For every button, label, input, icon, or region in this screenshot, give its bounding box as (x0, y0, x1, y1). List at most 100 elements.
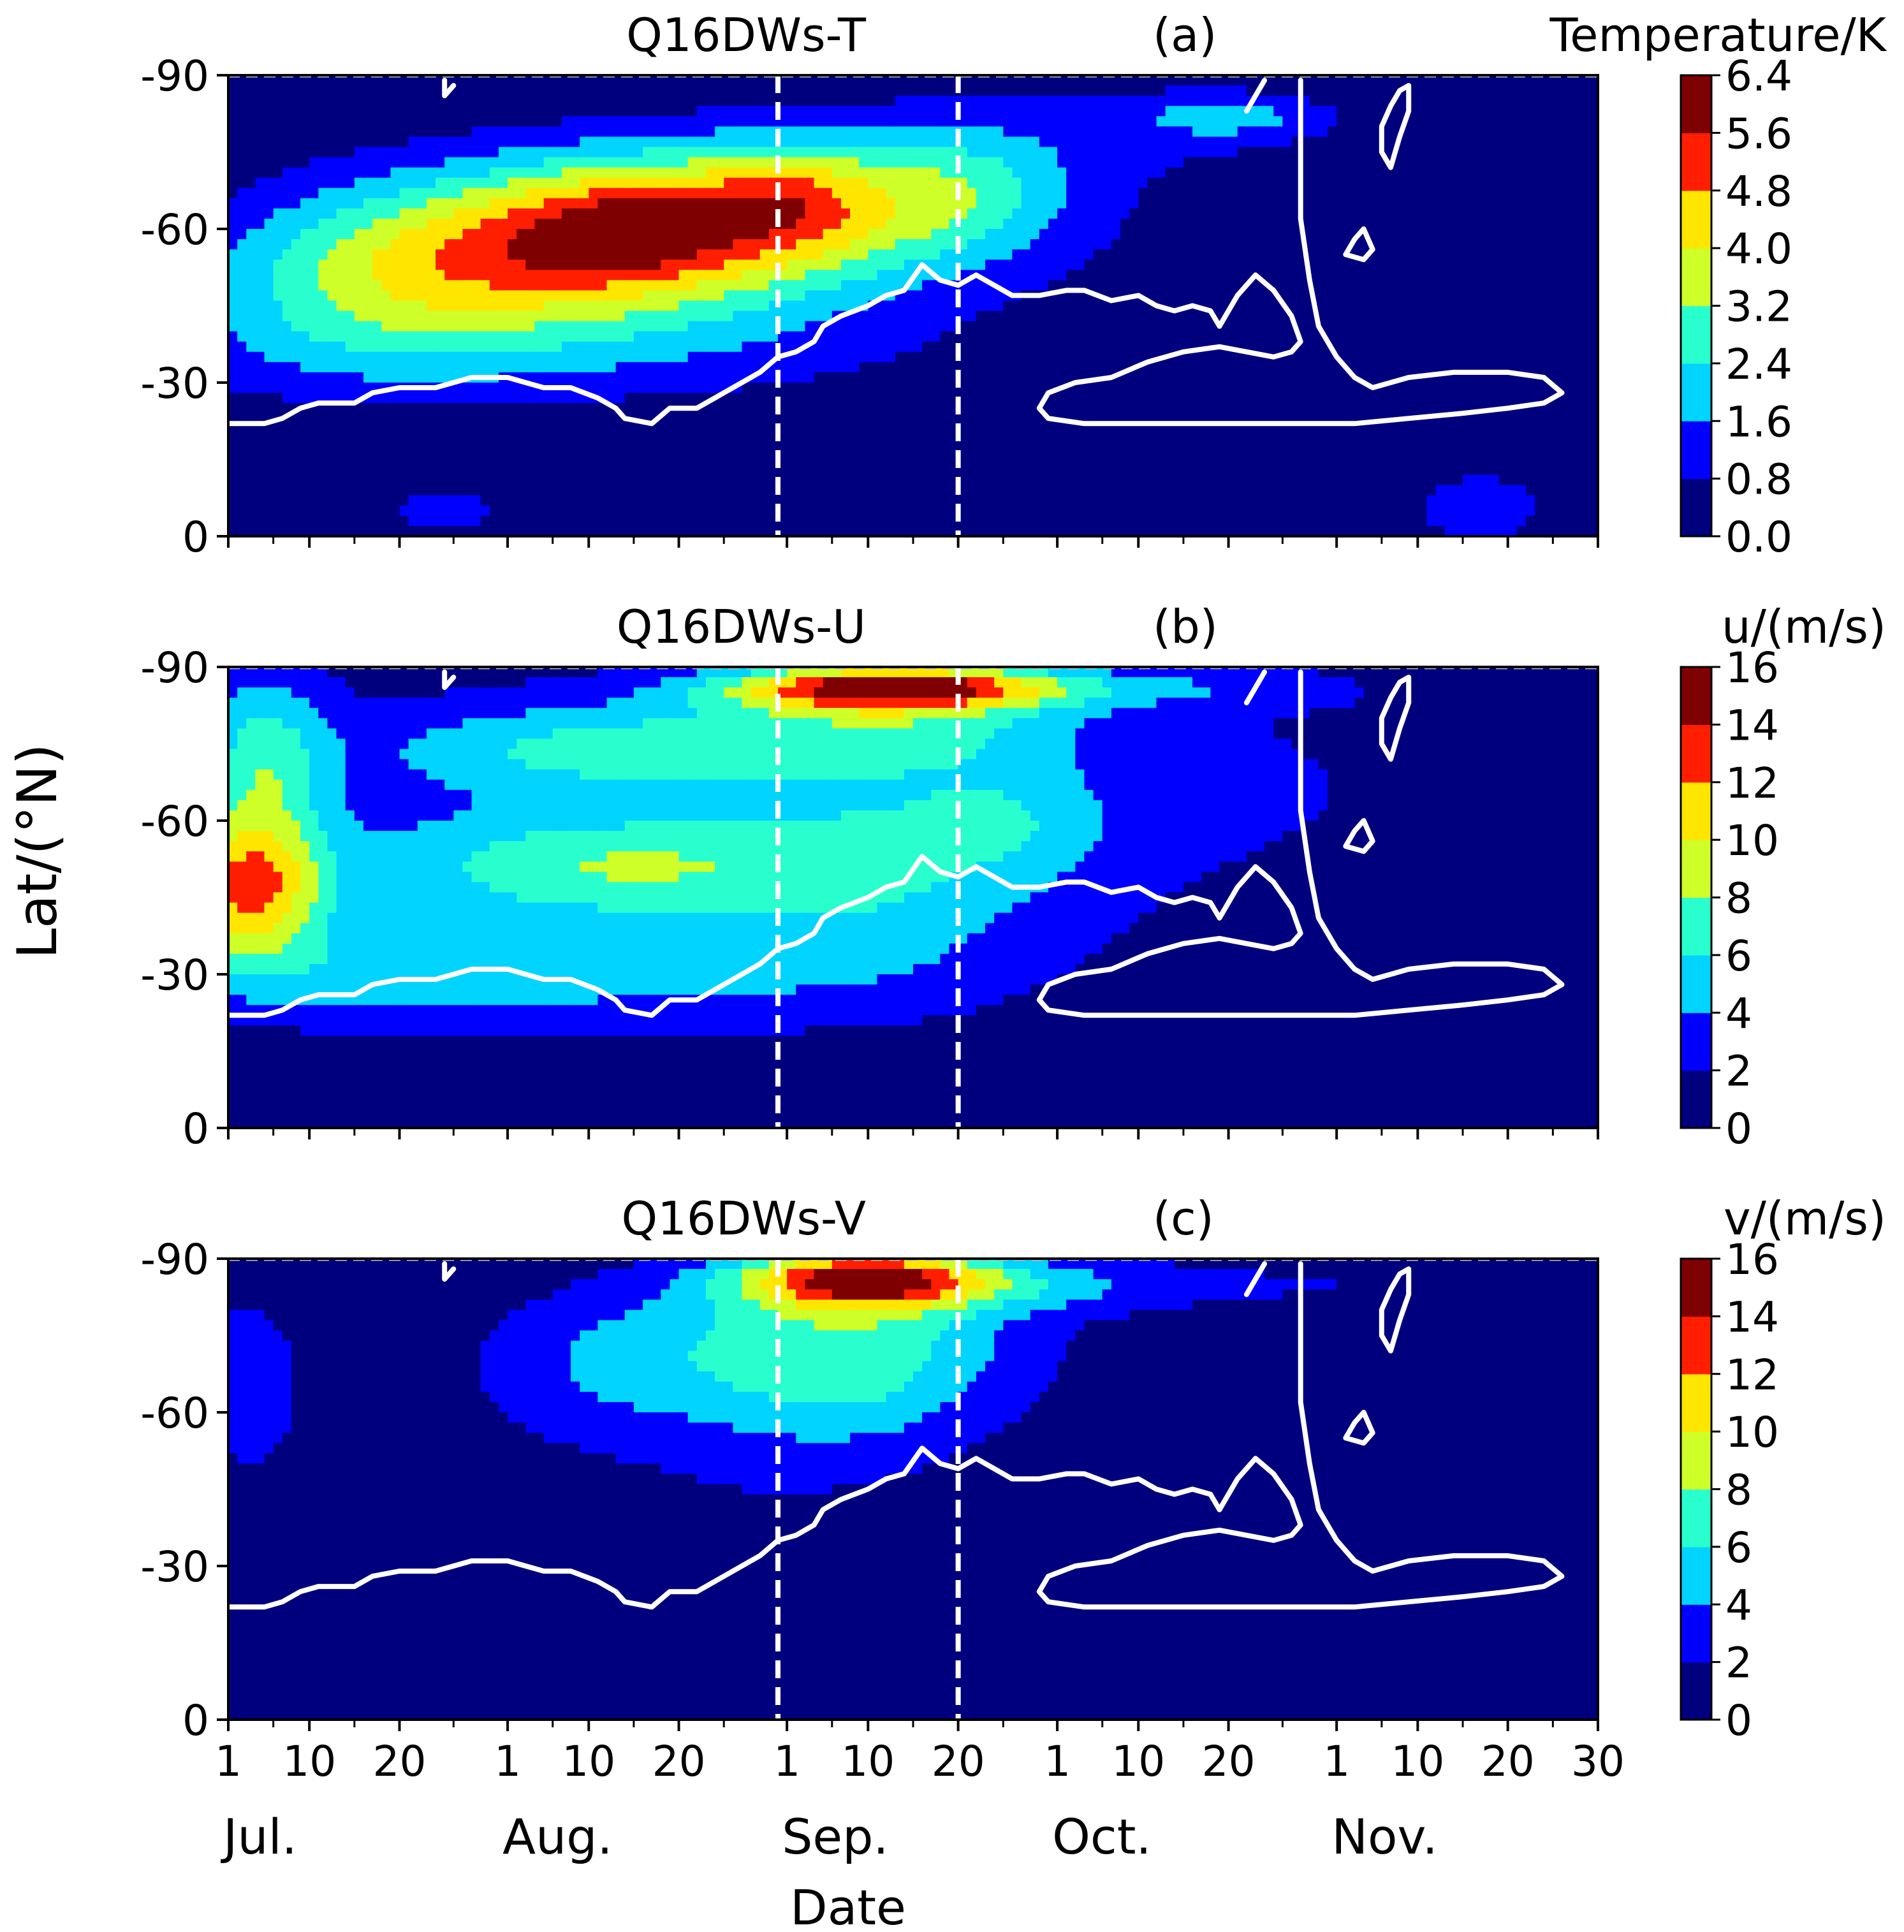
heatmap-cell (363, 187, 373, 199)
heatmap-cell (1183, 423, 1193, 435)
heatmap-cell (498, 198, 508, 209)
heatmap-cell (228, 383, 238, 393)
heatmap-cell (363, 116, 373, 128)
heatmap-cell (589, 505, 599, 516)
heatmap-cell (661, 218, 671, 230)
heatmap-cells (228, 75, 1598, 536)
heatmap-cell (417, 290, 427, 302)
heatmap-cell (453, 239, 464, 250)
heatmap-cell (525, 393, 536, 404)
heatmap-cell (255, 75, 265, 86)
heatmap-cell (1201, 464, 1212, 476)
heatmap-cell (1174, 505, 1184, 516)
heatmap-cell (1147, 311, 1157, 322)
heatmap-cell (678, 525, 689, 536)
heatmap-cell (336, 260, 346, 271)
heatmap-cell (246, 136, 256, 148)
heatmap-cell (345, 270, 355, 281)
heatmap-cell (1183, 187, 1193, 199)
heatmap-cell (480, 300, 490, 312)
heatmap-cell (751, 403, 761, 414)
heatmap-cell (1174, 157, 1184, 168)
heatmap-cell (705, 96, 715, 106)
heatmap-cell (408, 157, 418, 168)
heatmap-cell (363, 229, 373, 240)
heatmap-cell (1102, 351, 1112, 363)
heatmap-cell (399, 126, 409, 138)
heatmap-cell (994, 106, 1004, 117)
heatmap-cell (633, 454, 643, 465)
heatmap-cell (255, 157, 265, 168)
heatmap-cell (525, 464, 536, 476)
heatmap-cell (994, 198, 1004, 209)
heatmap-cell (399, 311, 409, 322)
heatmap-cell (823, 260, 833, 271)
heatmap-cell (291, 515, 301, 527)
heatmap-cell (1138, 239, 1148, 250)
heatmap-cell (1057, 147, 1067, 158)
heatmap-cell (471, 218, 481, 230)
heatmap-cell (1120, 187, 1130, 199)
heatmap-cell (1120, 351, 1130, 363)
heatmap-cell (318, 126, 328, 138)
heatmap-cell (877, 85, 887, 96)
heatmap-cell (967, 85, 977, 96)
heatmap-cell (715, 187, 725, 199)
heatmap-cell (913, 505, 923, 516)
heatmap-cell (1183, 515, 1193, 527)
heatmap-cell (733, 434, 743, 445)
heatmap-cell (1066, 341, 1076, 353)
heatmap-cell (922, 525, 932, 536)
heatmap-cell (498, 126, 508, 138)
heatmap-cell (589, 515, 599, 527)
heatmap-cell (805, 403, 815, 414)
heatmap-cell (976, 311, 986, 322)
heatmap-cell (309, 464, 319, 476)
heatmap-cell (534, 311, 545, 322)
heatmap-cell (309, 444, 319, 455)
heatmap-cell (751, 85, 761, 96)
heatmap-cell (1003, 362, 1013, 373)
heatmap-cell (508, 331, 518, 342)
heatmap-cell (787, 136, 797, 148)
heatmap-cell (237, 198, 247, 209)
heatmap-cell (1066, 147, 1076, 158)
heatmap-cell (543, 75, 553, 86)
heatmap-cell (643, 147, 652, 158)
heatmap-cell (615, 351, 626, 363)
heatmap-cell (696, 505, 707, 516)
heatmap-cell (291, 341, 301, 353)
heatmap-cell (1012, 413, 1022, 425)
heatmap-cell (967, 116, 977, 128)
heatmap-cell (462, 239, 472, 250)
heatmap-cell (345, 85, 355, 96)
heatmap-cell (805, 413, 815, 425)
heatmap-cell (796, 311, 806, 322)
heatmap-cell (949, 198, 959, 209)
heatmap-cell (624, 177, 634, 189)
heatmap-cell (426, 300, 436, 312)
heatmap-cell (498, 136, 508, 148)
heatmap-cell (436, 147, 445, 158)
heatmap-cell (282, 239, 292, 250)
heatmap-cell (913, 290, 923, 302)
heatmap-cell (444, 116, 455, 128)
heatmap-cell (751, 362, 761, 373)
heatmap-cell (886, 505, 896, 516)
heatmap-cell (805, 126, 815, 138)
heatmap-cell (508, 177, 518, 189)
heatmap-cell (1048, 311, 1058, 322)
heatmap-cell (589, 157, 599, 168)
heatmap-cell (498, 260, 508, 271)
heatmap-cell (796, 177, 806, 189)
heatmap-cell (1210, 177, 1220, 189)
heatmap-cell (264, 280, 274, 291)
heatmap-cell (300, 198, 310, 209)
heatmap-cell (687, 505, 698, 516)
heatmap-cell (1165, 444, 1175, 455)
heatmap-cell (480, 311, 490, 322)
heatmap-cell (1039, 311, 1049, 322)
heatmap-cell (372, 403, 383, 414)
heatmap-cell (940, 474, 950, 486)
heatmap-cell (633, 372, 643, 383)
